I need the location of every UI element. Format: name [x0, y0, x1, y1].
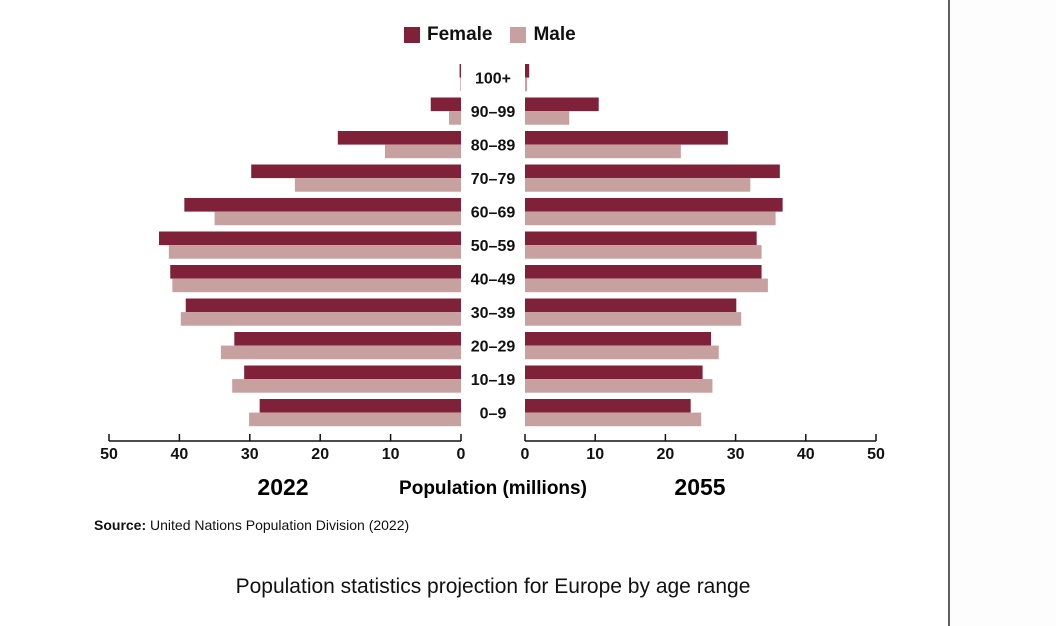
bar-2055-female [525, 231, 757, 246]
x-2055-tick-label: 30 [727, 446, 745, 463]
bar-2055-male [525, 245, 762, 259]
bar-2022-male [180, 312, 462, 326]
bar-2055-male [525, 144, 681, 159]
bar-2022-female [170, 265, 462, 279]
bar-2022-male [172, 278, 462, 293]
age-label: 90–99 [471, 104, 516, 121]
bar-2055-male [525, 111, 570, 125]
legend-label-female: Female [427, 24, 493, 45]
bar-2055-female [525, 198, 783, 212]
age-labels: 100+ 90–99 80–89 70–79 60–69 50–59 40–49 30–39 2… [471, 71, 516, 423]
bar-2055-male [525, 312, 742, 326]
age-label: 80–89 [471, 138, 516, 155]
source-label: Source: [94, 517, 147, 533]
bar-2022-female [430, 97, 461, 112]
age-label: 20–29 [471, 339, 516, 356]
age-label: 10–19 [471, 372, 516, 389]
x-2055-tick-label: 0 [521, 446, 530, 463]
legend-item-male: Male [510, 24, 576, 46]
bar-2055-female [525, 164, 780, 179]
bar-2055-female [525, 265, 762, 279]
bar-2055-female [525, 97, 599, 112]
age-label: 100+ [475, 71, 511, 88]
legend-label-male: Male [533, 24, 576, 45]
legend-swatch-male [510, 27, 527, 43]
bar-2022-female [184, 198, 461, 212]
age-label: 30–39 [471, 305, 516, 322]
x-2055-tick-label: 50 [867, 446, 885, 463]
x-axis-title: Population (millions) [399, 478, 587, 499]
x-2022-tick-label: 40 [171, 446, 189, 463]
bar-2055-male [525, 412, 702, 427]
bar-2022-female [337, 131, 461, 145]
panel-label-2055: 2055 [674, 474, 725, 500]
bar-2055-male [525, 278, 768, 293]
bar-2022-male [220, 345, 461, 360]
age-label: 50–59 [471, 238, 516, 255]
bar-2055-female [525, 399, 691, 413]
side-panel [950, 0, 1056, 626]
bar-2022-female [158, 231, 461, 246]
bar-2055-male [525, 379, 713, 393]
x-2022-tick-label: 20 [311, 446, 329, 463]
bar-2055-female [525, 131, 728, 145]
legend-item-female: Female [404, 24, 492, 46]
bars-2022 [158, 64, 462, 427]
x-2022-tick-label: 0 [457, 446, 466, 463]
x-axis-2055: 0 10 20 30 40 50 [521, 434, 885, 463]
bar-2055-male [525, 77, 528, 92]
bar-2022-male [168, 245, 461, 259]
x-2022-tick-label: 30 [241, 446, 259, 463]
source-text: United Nations Population Division (2022… [150, 517, 410, 533]
vertical-divider [948, 0, 950, 626]
bar-2055-male [525, 211, 776, 226]
x-2022-tick-label: 10 [382, 446, 400, 463]
bar-2055-female [525, 332, 712, 346]
bar-2022-male [460, 77, 461, 92]
bar-2022-male [214, 211, 461, 226]
x-2022-tick-label: 50 [100, 446, 118, 463]
bar-2055-male [525, 178, 751, 192]
figure-caption: Population statistics projection for Eur… [235, 575, 751, 598]
x-2055-tick-label: 10 [586, 446, 604, 463]
bar-2022-female [251, 164, 461, 179]
bar-2022-female [185, 298, 461, 313]
bar-2055-female [525, 365, 703, 380]
population-pyramid-chart: 100+ 90–99 80–89 70–79 60–69 50–59 40–49 30–39 2… [100, 64, 885, 500]
legend: Female Male [404, 24, 594, 46]
bar-2055-female [525, 64, 530, 78]
age-label: 40–49 [471, 272, 516, 289]
age-label: 70–79 [471, 171, 516, 188]
age-label: 0–9 [480, 406, 507, 423]
bars-2055 [525, 64, 783, 427]
bar-2022-female [259, 399, 461, 413]
bar-2055-female [525, 298, 737, 313]
bar-2022-male [249, 412, 461, 427]
source-note: Source: United Nations Population Divisi… [94, 517, 409, 533]
x-2055-tick-label: 40 [797, 446, 815, 463]
legend-swatch-female [404, 27, 420, 43]
bar-2022-female [244, 365, 461, 380]
bar-2022-male [232, 379, 461, 393]
x-axis-2022: 50 40 30 20 10 0 [100, 434, 466, 463]
bar-2022-female [234, 332, 461, 346]
bar-2055-male [525, 345, 719, 360]
age-label: 60–69 [471, 205, 516, 222]
bar-2022-male [449, 111, 461, 125]
panel-label-2022: 2022 [257, 474, 308, 500]
x-2055-tick-label: 20 [657, 446, 675, 463]
bar-2022-male [384, 144, 461, 159]
bar-2022-female [459, 64, 461, 78]
bar-2022-male [294, 178, 461, 192]
